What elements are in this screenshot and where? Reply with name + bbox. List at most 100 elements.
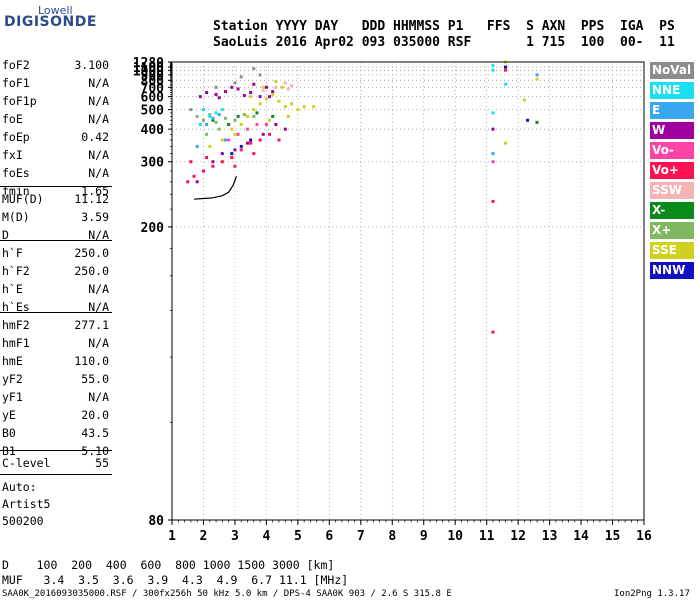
point-x- — [223, 116, 227, 120]
param-name: D — [2, 228, 9, 242]
param-foep: foEp 0.42 — [2, 130, 109, 148]
point-w — [195, 180, 199, 184]
point-sse — [258, 102, 262, 106]
param-value: N/A — [88, 148, 109, 162]
y-tick-label: 300 — [141, 156, 165, 171]
autoscale-info-line: Auto: — [2, 480, 37, 494]
param-yf1: yF1 N/A — [2, 390, 109, 408]
point-sse — [233, 132, 237, 136]
point-vo- — [277, 138, 281, 142]
legend-item-x-: X- — [650, 202, 694, 219]
autoscale-info-line: 500200 — [2, 514, 44, 528]
param-value: 250.0 — [74, 246, 109, 260]
param-name: foEp — [2, 130, 30, 144]
param-fof1: foF1 N/A — [2, 76, 109, 94]
chart-ticks: 1 2 3 4 5 6 7 8 9 10 11 12 13 14 15 1680200300400500600… — [133, 56, 652, 544]
point-x- — [255, 111, 259, 115]
point-sse — [220, 138, 224, 142]
point-w — [274, 123, 278, 127]
point-x- — [233, 118, 237, 122]
param-value: 55 — [95, 456, 109, 470]
chart-trace — [193, 175, 238, 200]
x-tick-label: 8 — [388, 529, 396, 544]
param-m-d-: M(D) 3.59 — [2, 210, 109, 228]
legend-item-e: E — [650, 102, 694, 119]
point-sse — [264, 97, 268, 101]
point-ssw — [283, 81, 287, 85]
point-nne — [491, 68, 495, 72]
point-w — [242, 94, 246, 98]
point-sse — [268, 118, 272, 122]
param-h-es: h`Es N/A — [2, 300, 109, 318]
point-x- — [242, 113, 246, 117]
point-x- — [195, 114, 199, 118]
param-name: fxI — [2, 148, 23, 162]
point-nnw — [249, 138, 253, 142]
point-w — [246, 141, 250, 145]
param-name: B0 — [2, 426, 16, 440]
param-value: 277.1 — [74, 318, 109, 332]
param-muf-d-: MUF(D) 11.12 — [2, 192, 109, 210]
y-tick-label: 800 — [141, 74, 165, 89]
param-h-f: h`F 250.0 — [2, 246, 109, 264]
panel-divider — [0, 186, 112, 187]
y-tick-label: 600 — [141, 91, 165, 106]
point-x- — [271, 114, 275, 118]
point-vo- — [227, 138, 231, 142]
param-value: 3.59 — [81, 210, 109, 224]
x-tick-label: 6 — [325, 529, 333, 544]
point-w — [236, 87, 240, 91]
point-w — [220, 152, 224, 156]
point-vo- — [233, 164, 237, 168]
param-value: N/A — [88, 336, 109, 350]
param-fmin: fmin 1.65 — [2, 184, 109, 202]
point-nnw — [239, 144, 243, 148]
y-tick-label: 700 — [141, 81, 165, 96]
param-hmf1: hmF1 N/A — [2, 336, 109, 354]
point-nne — [201, 108, 205, 112]
point-sse — [271, 93, 275, 97]
chart-grid — [172, 62, 644, 520]
param-foe: foE N/A — [2, 112, 109, 130]
point-vo- — [491, 330, 495, 334]
header-line-1: Station YYYY DAY DDD HHMMSS P1 FFS S AXN… — [213, 19, 675, 34]
param-name: C-level — [2, 456, 51, 470]
point-x- — [535, 120, 539, 124]
param-name: MUF(D) — [2, 192, 44, 206]
param-value: N/A — [88, 282, 109, 296]
point-sse — [280, 85, 284, 89]
x-tick-label: 15 — [605, 529, 621, 544]
x-tick-label: 2 — [200, 529, 208, 544]
point-e — [195, 144, 199, 148]
param-value: 250.0 — [74, 264, 109, 278]
point-nne — [504, 82, 508, 86]
param-b1: B1 5.10 — [2, 444, 109, 462]
param-name: foF2 — [2, 58, 30, 72]
point-noval — [214, 85, 218, 89]
legend-item-sse: SSE — [650, 242, 694, 259]
legend-item-noval: NoVal — [650, 62, 694, 79]
y-tick-label: 500 — [141, 104, 165, 119]
param-hme: hmE 110.0 — [2, 354, 109, 372]
point-vo- — [268, 132, 272, 136]
muf-row: MUF 3.4 3.5 3.6 3.9 4.3 4.9 6.7 11.1 [MH… — [2, 573, 349, 587]
point-noval — [189, 108, 193, 112]
param-yf2: yF2 55.0 — [2, 372, 109, 390]
point-nnw — [504, 65, 508, 69]
legend-item-x-: X+ — [650, 222, 694, 239]
point-sse — [246, 114, 250, 118]
x-tick-label: 13 — [542, 529, 558, 544]
point-ssw — [274, 85, 278, 89]
panel-divider — [0, 474, 112, 475]
point-w — [223, 90, 227, 94]
param-ye: yE 20.0 — [2, 408, 109, 426]
param-name: foEs — [2, 166, 30, 180]
point-w — [211, 160, 215, 164]
point-x- — [211, 118, 215, 122]
point-w — [233, 148, 237, 152]
panel-divider — [0, 312, 112, 313]
param-value: N/A — [88, 300, 109, 314]
point-sse — [283, 105, 287, 109]
point-sse — [302, 105, 306, 109]
